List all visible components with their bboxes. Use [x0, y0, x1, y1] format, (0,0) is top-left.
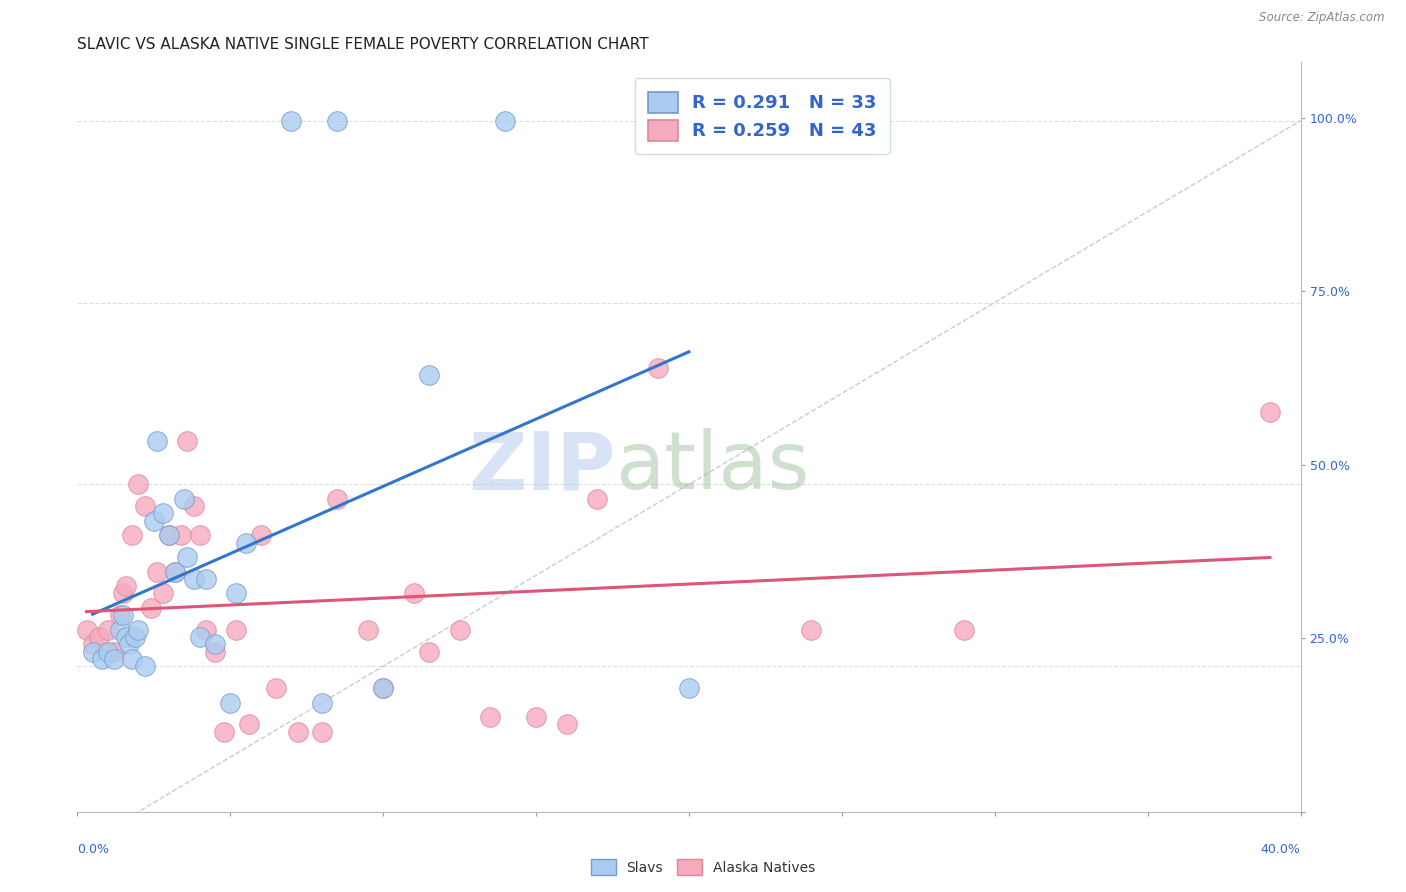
Point	[134, 659, 156, 673]
Text: SLAVIC VS ALASKA NATIVE SINGLE FEMALE POVERTY CORRELATION CHART: SLAVIC VS ALASKA NATIVE SINGLE FEMALE PO…	[77, 37, 650, 52]
Point	[82, 645, 104, 659]
Point	[115, 579, 138, 593]
Point	[103, 645, 125, 659]
Text: Source: ZipAtlas.com: Source: ZipAtlas.com	[1260, 11, 1385, 24]
Point	[139, 601, 162, 615]
Point	[87, 630, 110, 644]
Point	[953, 623, 976, 637]
Point	[188, 630, 211, 644]
Point	[402, 586, 425, 600]
Point	[326, 491, 349, 506]
Point	[152, 586, 174, 600]
Point	[204, 645, 226, 659]
Text: atlas: atlas	[616, 428, 810, 506]
Point	[165, 565, 187, 579]
Point	[134, 499, 156, 513]
Point	[146, 565, 169, 579]
Legend: Slavs, Alaska Natives: Slavs, Alaska Natives	[585, 854, 821, 880]
Point	[194, 623, 217, 637]
Point	[176, 434, 198, 448]
Point	[170, 528, 193, 542]
Point	[146, 434, 169, 448]
Point	[418, 645, 440, 659]
Point	[264, 681, 287, 695]
Point	[173, 491, 195, 506]
Point	[371, 681, 394, 695]
Point	[479, 710, 502, 724]
Point	[357, 623, 380, 637]
Point	[82, 637, 104, 651]
Point	[157, 528, 180, 542]
Point	[326, 113, 349, 128]
Point	[1258, 404, 1281, 418]
Point	[97, 623, 120, 637]
Point	[250, 528, 273, 542]
Point	[76, 623, 98, 637]
Point	[152, 507, 174, 521]
Point	[112, 608, 135, 623]
Point	[124, 630, 146, 644]
Legend: R = 0.291   N = 33, R = 0.259   N = 43: R = 0.291 N = 33, R = 0.259 N = 43	[636, 78, 890, 154]
Point	[183, 572, 205, 586]
Point	[678, 681, 700, 695]
Text: ZIP: ZIP	[468, 428, 616, 506]
Point	[194, 572, 217, 586]
Point	[225, 623, 247, 637]
Point	[495, 113, 517, 128]
Point	[800, 623, 823, 637]
Point	[418, 368, 440, 383]
Point	[449, 623, 471, 637]
Point	[287, 724, 309, 739]
Point	[108, 608, 131, 623]
Point	[238, 717, 260, 731]
Point	[219, 696, 242, 710]
Point	[524, 710, 547, 724]
Point	[121, 652, 143, 666]
Point	[225, 586, 247, 600]
Point	[647, 361, 669, 376]
Point	[103, 652, 125, 666]
Point	[176, 550, 198, 565]
Point	[121, 528, 143, 542]
Point	[165, 565, 187, 579]
Text: 0.0%: 0.0%	[77, 843, 110, 856]
Point	[183, 499, 205, 513]
Point	[112, 586, 135, 600]
Point	[108, 623, 131, 637]
Point	[311, 696, 333, 710]
Point	[555, 717, 578, 731]
Point	[115, 630, 138, 644]
Point	[157, 528, 180, 542]
Point	[188, 528, 211, 542]
Text: 40.0%: 40.0%	[1261, 843, 1301, 856]
Point	[90, 652, 112, 666]
Point	[212, 724, 235, 739]
Point	[371, 681, 394, 695]
Point	[204, 637, 226, 651]
Point	[235, 535, 257, 549]
Point	[586, 491, 609, 506]
Point	[97, 645, 120, 659]
Point	[311, 724, 333, 739]
Point	[142, 514, 165, 528]
Point	[128, 623, 150, 637]
Point	[280, 113, 302, 128]
Point	[128, 477, 150, 491]
Point	[118, 637, 141, 651]
